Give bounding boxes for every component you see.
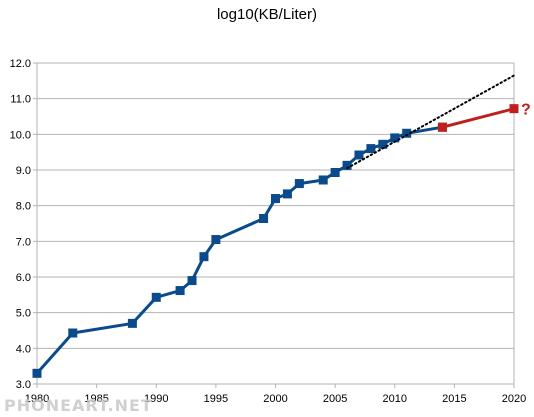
x-tick-label: 1995	[204, 393, 228, 405]
data-point-marker	[509, 104, 519, 114]
x-tick-label: 1990	[144, 393, 168, 405]
x-tick-label: 2010	[383, 393, 407, 405]
data-point-marker	[354, 150, 364, 160]
data-point-marker	[282, 189, 292, 199]
x-tick-label: 1985	[84, 393, 108, 405]
gridlines	[37, 62, 514, 385]
data-point-marker	[378, 139, 388, 149]
y-tick-label: 3.0	[16, 379, 31, 391]
data-point-marker	[271, 194, 280, 204]
x-tick-label: 2005	[323, 393, 347, 405]
data-point-marker	[437, 122, 447, 132]
data-point-marker	[211, 235, 221, 245]
data-point-marker	[342, 160, 352, 170]
data-point-marker	[68, 328, 78, 338]
annotation-label: ?	[521, 102, 531, 119]
y-tick-label: 7.0	[16, 236, 31, 248]
data-point-marker	[294, 179, 304, 189]
y-tick-label: 10.0	[10, 129, 31, 141]
watermark: PHONEART.NET	[4, 396, 153, 415]
y-tick-label: 9.0	[16, 165, 31, 177]
data-point-marker	[32, 368, 42, 378]
data-point-marker	[151, 292, 161, 302]
data-point-marker	[127, 318, 137, 328]
series-line-1	[442, 107, 515, 129]
x-tick-label: 2000	[263, 393, 287, 405]
x-tick-labels: 1980 1985 1990 1995 2000 2005 2010 2015 2020	[25, 393, 526, 405]
y-tick-labels: 3.0 4.0 5.0 6.0 7.0 8.0 9.0 10.0 11.0 12.0	[10, 58, 31, 391]
axes	[33, 62, 515, 388]
data-point-marker	[390, 133, 400, 143]
series-line-2	[346, 74, 515, 170]
y-tick-label: 6.0	[16, 272, 31, 284]
data-point-marker	[187, 276, 197, 286]
data-point-marker	[318, 175, 328, 185]
data-point-marker	[259, 214, 269, 224]
x-tick-label: 1980	[25, 393, 49, 405]
series-line-0	[35, 125, 443, 375]
y-tick-label: 12.0	[10, 58, 31, 70]
chart-title: log10(KB/Liter)	[216, 6, 318, 23]
data-point-marker	[330, 167, 340, 177]
x-tick-label: 2020	[502, 393, 526, 405]
data-point-marker	[402, 128, 412, 138]
data-point-marker	[366, 144, 376, 154]
y-tick-label: 5.0	[16, 308, 31, 320]
y-tick-label: 8.0	[16, 201, 31, 213]
y-tick-label: 11.0	[10, 94, 31, 106]
data-point-marker	[175, 286, 185, 296]
data-point-marker	[199, 252, 209, 262]
annotations: ?	[521, 102, 531, 119]
series-group	[32, 74, 519, 378]
y-tick-label: 4.0	[16, 343, 31, 355]
x-tick-label: 2015	[442, 393, 466, 405]
